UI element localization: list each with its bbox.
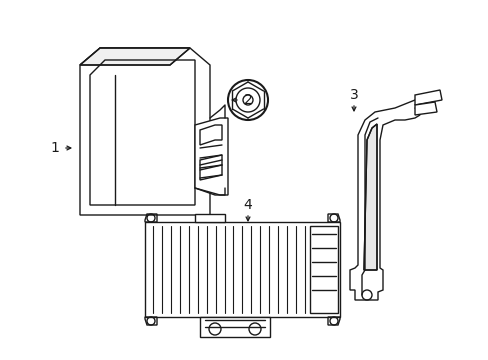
Polygon shape <box>414 102 436 115</box>
Polygon shape <box>195 214 224 222</box>
Text: 1: 1 <box>50 141 60 155</box>
Text: 2: 2 <box>243 93 252 107</box>
Polygon shape <box>414 90 441 105</box>
Polygon shape <box>145 222 339 317</box>
Polygon shape <box>80 48 209 215</box>
Text: 4: 4 <box>243 198 252 212</box>
Polygon shape <box>363 124 376 270</box>
Polygon shape <box>195 118 227 195</box>
Text: 3: 3 <box>349 88 358 102</box>
Polygon shape <box>200 317 269 337</box>
Polygon shape <box>349 92 439 300</box>
Polygon shape <box>80 48 190 65</box>
